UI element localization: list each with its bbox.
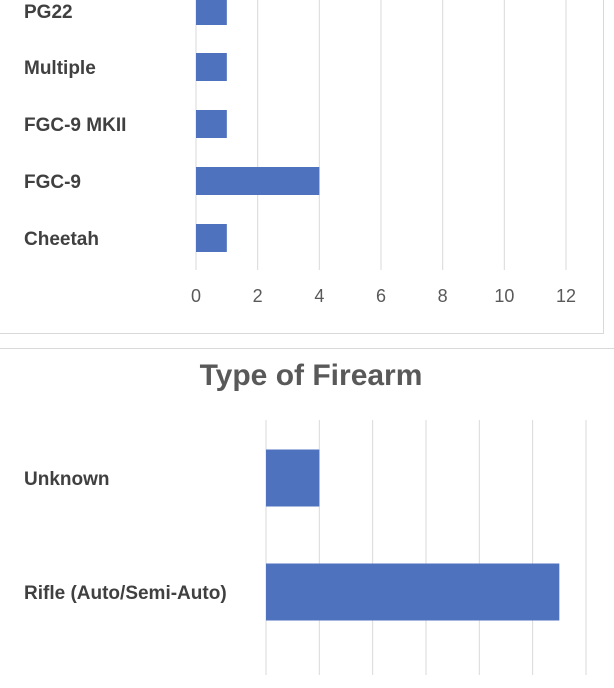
chart-title: Type of Firearm [200,359,423,392]
category-label: Unknown [24,469,110,490]
firearm-type-chart: Type of Firearm Unknown Rifle (Auto/Semi-… [24,359,587,675]
bar [196,167,320,195]
bar [196,53,227,81]
x-tick-label: 0 [191,286,201,306]
category-label: Rifle (Auto/Semi-Auto) [24,583,227,604]
bar [266,449,320,507]
chart-area-bottom [0,348,614,688]
x-tick-label: 6 [376,286,386,306]
category-label: PG22 [24,2,73,23]
x-tick-label: 10 [494,286,514,306]
x-tick-label: 2 [253,286,263,306]
x-tick-label: 8 [438,286,448,306]
bar [196,224,227,252]
category-label: Multiple [24,58,96,79]
bar [196,0,227,25]
category-label: FGC-9 [24,172,81,193]
bar [266,563,560,621]
category-label: FGC-9 MKII [24,115,126,136]
chart-area-top [0,0,604,334]
bar [196,110,227,138]
firearm-model-chart: 0 2 4 6 8 10 12 PG22 Multiple FGC-9 MKII FGC-9 Chee… [24,0,576,306]
category-label: Cheetah [24,229,99,250]
x-tick-label: 4 [314,286,324,306]
x-tick-label: 12 [556,286,576,306]
